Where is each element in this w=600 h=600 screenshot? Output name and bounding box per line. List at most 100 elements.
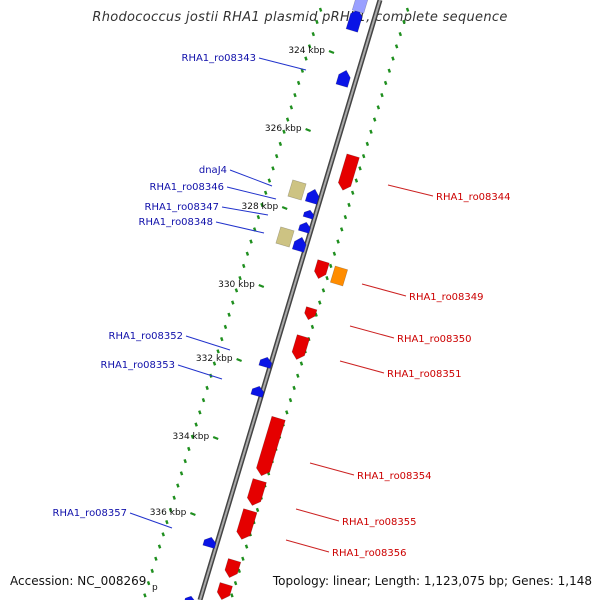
label-leader-forward [339, 360, 385, 374]
tick-dot-right [329, 263, 333, 269]
tick-dot-left [220, 337, 224, 342]
gene-label-reverse: RHA1_ro08343 [182, 53, 257, 64]
scale-tick [236, 357, 243, 363]
tick-dot-left [267, 178, 272, 183]
tick-dot-left [165, 520, 169, 525]
accession-text: Accession: NC_008269 [10, 574, 147, 588]
forward-gene-arrow [236, 508, 258, 540]
label-leader-reverse [229, 169, 273, 187]
label-leader-reverse [185, 335, 231, 351]
tick-dot-left [260, 202, 264, 208]
scale-partial-label: p [152, 583, 158, 593]
tick-dot-right [347, 202, 351, 208]
gene-label-forward: RHA1_ro08355 [342, 517, 417, 528]
special-gene-box [329, 265, 349, 287]
tick-dot-left [274, 154, 279, 159]
tick-dot-left [227, 312, 231, 317]
label-leader-reverse [226, 186, 277, 200]
label-leader-forward [295, 508, 340, 522]
tick-dot-left [176, 483, 180, 488]
tick-dot-left [205, 385, 209, 391]
scale-label: 330 kbp [218, 280, 255, 290]
forward-gene-arrow [291, 334, 311, 360]
scale-tick [189, 511, 196, 517]
tick-dot-right [288, 398, 293, 403]
gene-label-forward: RHA1_ro08350 [397, 334, 472, 345]
tick-dot-right [398, 32, 403, 37]
forward-gene-arrow [304, 306, 318, 321]
forward-gene-arrow [314, 259, 330, 280]
topology-summary: Topology: linear; Length: 1,123,075 bp; … [272, 574, 592, 588]
reverse-gene-arrow [258, 356, 273, 369]
gene-label-reverse: RHA1_ro08357 [53, 508, 128, 519]
tick-dot-right [372, 117, 377, 122]
tick-dot-right [336, 239, 340, 244]
tick-dot-left [300, 68, 305, 73]
scale-tick [258, 283, 265, 289]
tick-dot-right [310, 324, 315, 330]
gene-label-forward: RHA1_ro08351 [387, 369, 462, 380]
tick-marks [143, 7, 410, 598]
label-leaders [129, 57, 434, 553]
tick-dot-left [242, 263, 246, 269]
tick-dot-left [154, 556, 158, 561]
label-leader-forward [285, 539, 330, 553]
sequence-backbone-highlight [199, 0, 381, 600]
reverse-gene-arrow [304, 188, 320, 205]
tick-dot-right [365, 141, 370, 147]
tick-dot-right [387, 68, 392, 73]
scale-label: 328 kbp [242, 202, 279, 212]
tick-dot-right [402, 19, 406, 25]
label-leader-forward [349, 325, 395, 339]
reverse-gene-arrow [291, 236, 307, 253]
forward-gene-arrow [246, 478, 267, 506]
tick-dot-right [255, 507, 260, 513]
tick-dot-right [361, 154, 366, 159]
tick-dot-left [150, 568, 154, 574]
tick-dot-left [216, 349, 220, 354]
scale-label: 326 kbp [265, 124, 302, 134]
tick-dot-left [168, 507, 173, 513]
tick-dot-left [278, 141, 283, 147]
scale-labels: 324 kbp 326 kbp 328 kbp 330 kbp 332 kbp 334 k… [150, 46, 335, 593]
label-leader-reverse [129, 512, 173, 529]
tick-dot-left [161, 532, 165, 537]
gene-label-reverse: RHA1_ro08353 [101, 360, 176, 371]
pseudo-gene-box [275, 226, 295, 248]
scale-tick [212, 435, 219, 441]
tick-dot-left [293, 93, 297, 98]
tick-dot-left [296, 80, 301, 86]
tick-dot-right [350, 190, 355, 195]
tick-dot-left [245, 251, 250, 256]
label-leader-reverse [215, 221, 265, 234]
reverse-gene-arrow [302, 209, 315, 220]
tick-dot-right [321, 288, 326, 293]
tick-dot-right [405, 7, 410, 12]
tick-dot-left [157, 544, 162, 549]
forward-gene-arrow [338, 153, 360, 191]
gene-features [183, 0, 369, 600]
reverse-gene-arrow [202, 536, 217, 549]
tick-dot-right [241, 556, 245, 561]
gene-label-reverse: RHA1_ro08348 [139, 217, 214, 228]
tick-dot-right [339, 227, 344, 232]
reverse-gene-arrow [250, 385, 265, 398]
forward-gene-arrow [224, 558, 242, 579]
tick-dot-left [318, 7, 323, 12]
tick-dot-left [263, 190, 268, 195]
label-leader-forward [309, 462, 355, 476]
scale-tick [281, 205, 288, 211]
tick-dot-left [234, 288, 239, 293]
tick-dot-left [223, 324, 228, 330]
tick-dot-left [194, 422, 198, 427]
tick-dot-right [237, 568, 241, 574]
gene-label-forward: RHA1_ro08344 [436, 192, 511, 203]
tick-dot-left [143, 593, 147, 598]
tick-dot-left [231, 300, 235, 305]
tick-dot-right [318, 300, 322, 305]
gene-labels: RHA1_ro08343 dnaJ4 RHA1_ro08346 RHA1_ro0834… [53, 53, 511, 559]
tick-dot-left [285, 117, 290, 122]
reverse-gene-faded [351, 0, 369, 14]
scale-label: 334 kbp [173, 432, 210, 442]
